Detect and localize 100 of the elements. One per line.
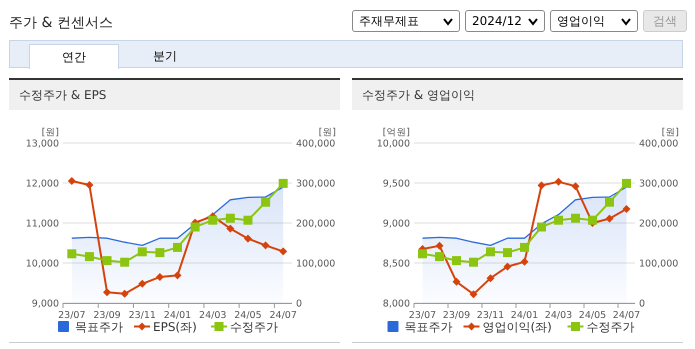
point [486, 274, 494, 282]
y-axis-title: [억원] [382, 127, 410, 138]
point [436, 242, 444, 250]
y-tick-label: 9,500 [382, 178, 410, 190]
x-tick-label: 23/07 [408, 310, 436, 321]
point [605, 198, 614, 207]
point [520, 242, 529, 252]
point [452, 256, 461, 266]
point [120, 290, 129, 298]
point [103, 288, 112, 296]
text: 검색 [643, 10, 687, 32]
y-tick-label: 12,000 [26, 178, 59, 190]
y-tick-label: 13,000 [26, 138, 59, 150]
point [174, 271, 182, 280]
y-tick-label: 8,000 [382, 298, 410, 310]
chart-title: 수정주가 & EPS [9, 80, 340, 110]
point [68, 177, 76, 185]
point [262, 241, 270, 250]
x-tick-label: 24/07 [269, 310, 297, 321]
point [504, 262, 512, 271]
point [243, 216, 252, 225]
y-tick-label: 10,000 [376, 138, 410, 150]
point [173, 242, 182, 252]
point [226, 224, 234, 233]
legend-label: EPS(좌) [153, 320, 197, 334]
y2-tick-label: 200,000 [296, 218, 336, 230]
text: 분기 [152, 48, 178, 65]
point [554, 216, 563, 225]
point [67, 249, 76, 258]
x-tick-label: 24/05 [578, 310, 606, 321]
point [102, 256, 112, 266]
x-tick-label: 23/11 [476, 310, 504, 321]
x-tick-label: 24/05 [234, 310, 262, 321]
legend-label: 영업이익(좌) [482, 320, 552, 334]
point [538, 181, 546, 190]
point [226, 214, 235, 223]
point [138, 280, 146, 288]
y2-tick-label: 100,000 [639, 258, 678, 270]
text: 주재무제표 [352, 10, 460, 32]
y2-axis-title: [원] [318, 127, 336, 138]
legend-label: 수정주가 [586, 320, 634, 334]
point [606, 214, 614, 223]
point [190, 222, 200, 232]
x-tick-label: 24/03 [199, 310, 226, 321]
point [244, 234, 252, 243]
point [418, 249, 427, 258]
point [622, 178, 631, 188]
point [503, 248, 512, 258]
point [208, 216, 218, 225]
y-tick-label: 10,000 [26, 258, 59, 270]
y2-tick-label: 300,000 [296, 178, 336, 190]
x-tick-label: 23/07 [58, 310, 86, 321]
point [435, 252, 444, 262]
legend-label: 목표주가 [404, 320, 452, 334]
y2-tick-label: 100,000 [296, 258, 336, 270]
point [84, 252, 94, 262]
point [470, 290, 478, 298]
point [571, 214, 580, 223]
y-tick-label: 8,500 [382, 258, 410, 270]
point [85, 181, 94, 189]
y2-tick-label: 400,000 [296, 138, 336, 150]
x-tick-label: 24/03 [544, 310, 572, 321]
point [537, 222, 546, 232]
y-tick-label: 9,000 [32, 298, 59, 310]
y-axis-title: [원] [42, 127, 59, 138]
point [120, 258, 130, 267]
point [622, 205, 630, 213]
text: 주가 & 컨센서스 [9, 14, 113, 32]
y2-axis-title: [원] [662, 127, 679, 138]
text: 영업이익 [550, 10, 638, 32]
point [279, 247, 288, 256]
y2-tick-label: 200,000 [639, 218, 678, 230]
legend-label: 목표주가 [75, 320, 123, 334]
point [156, 273, 164, 281]
point [138, 247, 147, 256]
y2-tick-label: 300,000 [639, 178, 678, 190]
point [155, 248, 164, 258]
point [278, 178, 288, 188]
text: 2024/12 [465, 10, 545, 32]
legend-label: 수정주가 [230, 320, 278, 334]
x-tick-label: 24/01 [164, 310, 192, 321]
x-tick-label: 23/09 [93, 310, 121, 321]
point [588, 216, 597, 225]
y-tick-label: 11,000 [26, 218, 59, 230]
point [452, 278, 460, 286]
y2-tick-label: 0 [639, 298, 646, 310]
point [520, 258, 528, 266]
point [261, 198, 270, 207]
x-tick-label: 23/09 [442, 310, 470, 321]
point [486, 247, 495, 256]
y2-tick-label: 400,000 [639, 138, 678, 150]
text: 연간 [29, 44, 119, 69]
point [572, 182, 580, 190]
y2-tick-label: 0 [296, 298, 302, 310]
x-tick-label: 24/01 [510, 310, 538, 321]
point [469, 258, 478, 267]
x-tick-label: 23/11 [128, 310, 156, 321]
x-tick-label: 24/07 [612, 310, 640, 321]
chart-title: 수정주가 & 영업이익 [352, 80, 683, 110]
point [554, 178, 562, 186]
